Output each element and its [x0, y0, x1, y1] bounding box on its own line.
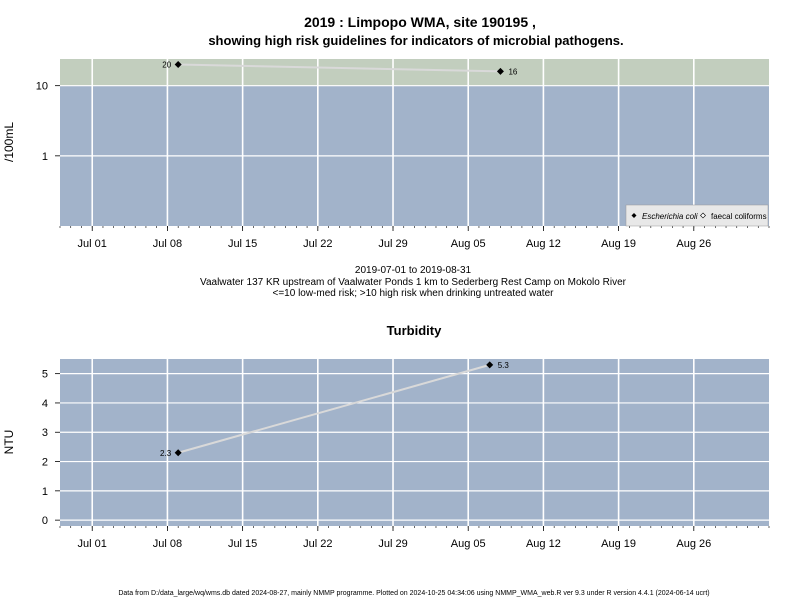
- x-tick-label: Aug 12: [526, 538, 561, 550]
- x-tick-label: Aug 05: [451, 538, 486, 550]
- y-tick-label: 0: [42, 515, 48, 527]
- y-tick-label: 5: [42, 369, 48, 381]
- x-tick-label: Jul 08: [153, 538, 182, 550]
- x-tick-label: Aug 26: [676, 238, 711, 250]
- y-tick-label: 10: [36, 81, 48, 93]
- y-tick-label: 3: [42, 427, 48, 439]
- x-tick-label: Jul 22: [303, 238, 332, 250]
- data-point: [174, 61, 182, 69]
- data-label: 2.3: [160, 449, 172, 458]
- data-point: [174, 449, 182, 457]
- chart1-subtitle: showing high risk guidelines for indicat…: [208, 33, 623, 48]
- legend-open-diamond-icon: [700, 212, 706, 219]
- chart1-x-axis: Jul 01 Jul 08 Jul 15 Jul 22 Jul 29 Aug 05 Aug …: [59, 226, 770, 250]
- x-tick-label: Jul 29: [378, 538, 407, 550]
- y-tick-label: 1: [42, 486, 48, 498]
- data-point: [496, 67, 504, 75]
- x-tick-label: Jul 15: [228, 538, 257, 550]
- x-tick-label: Aug 05: [451, 238, 486, 250]
- chart2-title: Turbidity: [387, 323, 442, 338]
- data-point: [486, 361, 494, 369]
- x-tick-label: Jul 29: [378, 238, 407, 250]
- caption-site-description: Vaalwater 137 KR upstream of Vaalwater P…: [200, 277, 627, 288]
- x-tick-label: Jul 01: [78, 238, 107, 250]
- data-label: 16: [508, 67, 517, 76]
- data-label: 5.3: [498, 361, 510, 370]
- chart1-y-axis: 1 10: [36, 81, 60, 163]
- series-line: [177, 363, 490, 454]
- x-tick-label: Aug 19: [601, 538, 636, 550]
- x-tick-label: Jul 22: [303, 538, 332, 550]
- legend-filled-diamond-icon: [631, 213, 637, 218]
- series-line: [178, 63, 501, 73]
- chart2-plot-panel: [60, 359, 769, 526]
- caption-date-range: 2019-07-01 to 2019-08-31: [355, 265, 472, 276]
- legend-label-faecal-coliforms: faecal coliforms: [711, 212, 767, 221]
- footer-note: Data from D:/data_large/wq/wms.db dated …: [118, 590, 709, 597]
- x-tick-label: Jul 08: [153, 238, 182, 250]
- x-tick-label: Aug 12: [526, 238, 561, 250]
- y-tick-label: 2: [42, 457, 48, 469]
- legend-label-ecoli: Escherichia coli: [642, 212, 698, 221]
- data-label: 20: [162, 61, 171, 70]
- chart1-plot-panel: [60, 59, 769, 226]
- x-tick-label: Jul 15: [228, 238, 257, 250]
- x-tick-label: Jul 01: [78, 538, 107, 550]
- y-tick-label: 4: [42, 398, 48, 410]
- y-tick-label: 1: [42, 151, 48, 163]
- chart2-y-axis: 0 1 2 3 4 5: [42, 369, 60, 527]
- caption-risk-guideline: <=10 low-med risk; >10 high risk when dr…: [273, 288, 555, 299]
- chart2-x-axis: Jul 01 Jul 08 Jul 15 Jul 22 Jul 29 Aug 05 Aug …: [59, 526, 770, 550]
- legend-box: [625, 204, 769, 227]
- x-tick-label: Aug 19: [601, 238, 636, 250]
- chart2-series-turbidity: 2.3 5.3: [160, 361, 509, 458]
- plot-background: [60, 59, 769, 226]
- chart1-title: 2019 : Limpopo WMA, site 190195 ,: [304, 14, 536, 30]
- chart1-legend: Escherichia coli faecal coliforms: [625, 204, 769, 227]
- chart2-y-axis-title: NTU: [2, 430, 16, 455]
- plot-background: [60, 359, 769, 526]
- x-tick-label: Aug 26: [676, 538, 711, 550]
- chart1-y-axis-title: /100mL: [2, 122, 16, 162]
